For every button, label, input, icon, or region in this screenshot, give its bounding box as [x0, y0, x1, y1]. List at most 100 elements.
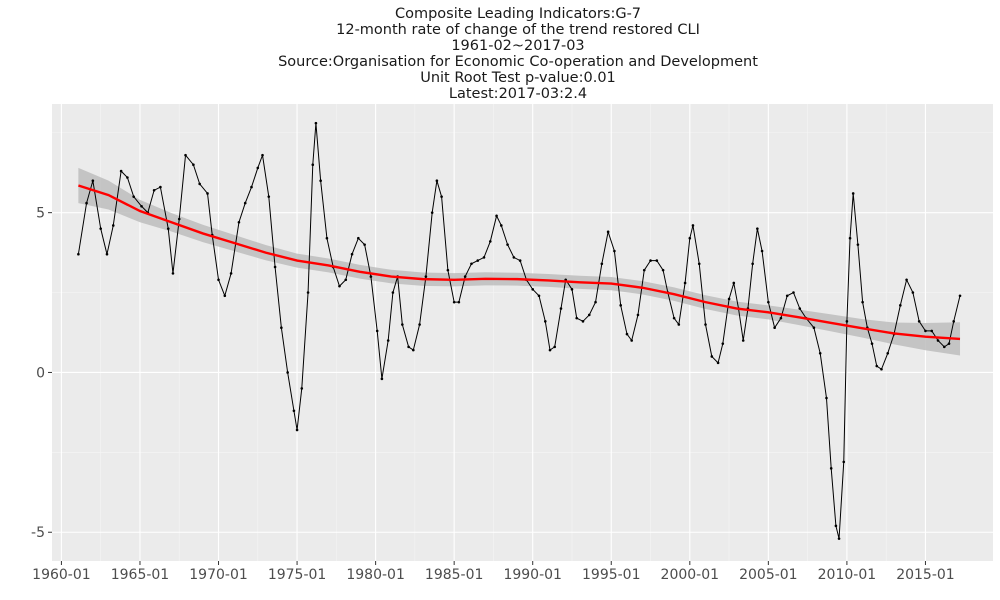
data-point-90	[619, 304, 622, 307]
data-point-152	[958, 294, 962, 298]
data-point-63	[457, 300, 461, 304]
data-point-97	[661, 268, 665, 272]
data-point-57	[424, 275, 428, 278]
data-point-139	[880, 367, 883, 371]
data-point-91	[625, 332, 629, 336]
data-point-142	[899, 304, 902, 307]
data-point-0	[77, 252, 80, 256]
data-point-83	[575, 316, 578, 320]
data-point-95	[649, 259, 652, 262]
x-tick-label: 1970-01	[189, 567, 248, 583]
data-point-116	[760, 249, 764, 253]
data-point-65	[470, 262, 473, 266]
data-point-133	[851, 192, 855, 195]
data-point-56	[418, 323, 421, 326]
data-point-109	[727, 297, 731, 301]
y-tick-label: 0	[36, 365, 45, 381]
grid	[52, 104, 993, 561]
data-point-67	[482, 256, 486, 259]
data-point-121	[792, 291, 795, 294]
data-point-140	[886, 351, 890, 355]
data-point-92	[630, 339, 633, 342]
data-point-55	[412, 348, 415, 352]
data-point-99	[672, 316, 676, 320]
title-line-4: Source:Organisation for Economic Co-oper…	[278, 54, 758, 70]
data-point-85	[587, 313, 591, 317]
data-point-54	[407, 345, 410, 349]
series-group	[77, 121, 962, 540]
data-point-17	[192, 163, 195, 167]
data-point-114	[751, 262, 754, 266]
data-point-103	[691, 224, 695, 227]
data-point-7	[126, 176, 129, 179]
data-point-73	[518, 259, 522, 262]
data-point-150	[947, 342, 951, 345]
title-line-2: 12-month rate of change of the trend res…	[336, 22, 700, 38]
y-tick-label: 5	[36, 206, 45, 222]
data-point-144	[911, 291, 915, 294]
data-point-2	[91, 179, 95, 182]
data-point-131	[845, 320, 849, 323]
data-point-135	[861, 300, 864, 304]
trend-group	[78, 184, 961, 341]
data-point-13	[166, 227, 170, 230]
data-point-96	[655, 259, 659, 262]
data-point-107	[716, 361, 720, 365]
data-point-75	[531, 288, 535, 291]
y-tick-label: -5	[31, 525, 45, 541]
data-point-15	[177, 217, 181, 221]
data-point-18	[198, 182, 201, 186]
data-point-60	[440, 195, 443, 198]
x-tick-label: 1965-01	[111, 567, 170, 583]
x-tick-label: 2015-01	[896, 567, 955, 583]
data-point-68	[488, 240, 492, 243]
chart-title: Composite Leading Indicators:G-7 12-mont…	[278, 6, 758, 102]
data-point-61	[446, 268, 450, 272]
data-point-40	[325, 236, 329, 240]
data-point-22	[223, 294, 227, 298]
data-point-71	[506, 243, 509, 246]
x-tick-label: 1985-01	[425, 567, 484, 583]
data-point-26	[250, 185, 253, 189]
data-point-93	[636, 313, 640, 317]
data-point-58	[430, 211, 434, 214]
data-point-104	[697, 262, 701, 266]
x-tick-label: 1990-01	[503, 567, 562, 583]
data-point-39	[319, 179, 322, 182]
data-point-76	[537, 294, 541, 298]
data-point-138	[875, 364, 879, 368]
data-point-146	[924, 329, 927, 333]
x-tick-label: 1995-01	[582, 567, 641, 583]
data-point-29	[267, 195, 271, 198]
data-point-23	[229, 272, 233, 275]
data-point-110	[732, 281, 736, 285]
data-point-24	[237, 220, 241, 224]
data-point-50	[386, 339, 390, 342]
data-point-25	[243, 201, 247, 205]
data-point-3	[99, 227, 102, 230]
data-point-125	[818, 351, 822, 355]
data-point-126	[825, 396, 828, 400]
data-point-12	[159, 185, 162, 189]
data-point-77	[543, 320, 547, 323]
data-point-105	[704, 323, 707, 326]
data-point-120	[785, 294, 789, 298]
data-point-34	[295, 428, 299, 432]
data-point-94	[642, 268, 646, 272]
data-point-84	[581, 320, 585, 323]
data-point-88	[606, 230, 610, 234]
plot-panel	[52, 104, 993, 561]
data-point-115	[756, 227, 759, 230]
data-point-59	[435, 179, 439, 182]
data-point-36	[306, 291, 310, 294]
x-tick-label: 2005-01	[739, 567, 798, 583]
data-point-151	[952, 320, 956, 323]
data-point-37	[311, 163, 315, 167]
title-line-3: 1961-02~2017-03	[451, 38, 584, 54]
data-point-119	[779, 316, 783, 320]
data-point-148	[936, 339, 940, 342]
x-tick-label: 1960-01	[32, 567, 91, 583]
data-point-43	[344, 278, 348, 282]
title-line-1: Composite Leading Indicators:G-7	[395, 6, 641, 22]
